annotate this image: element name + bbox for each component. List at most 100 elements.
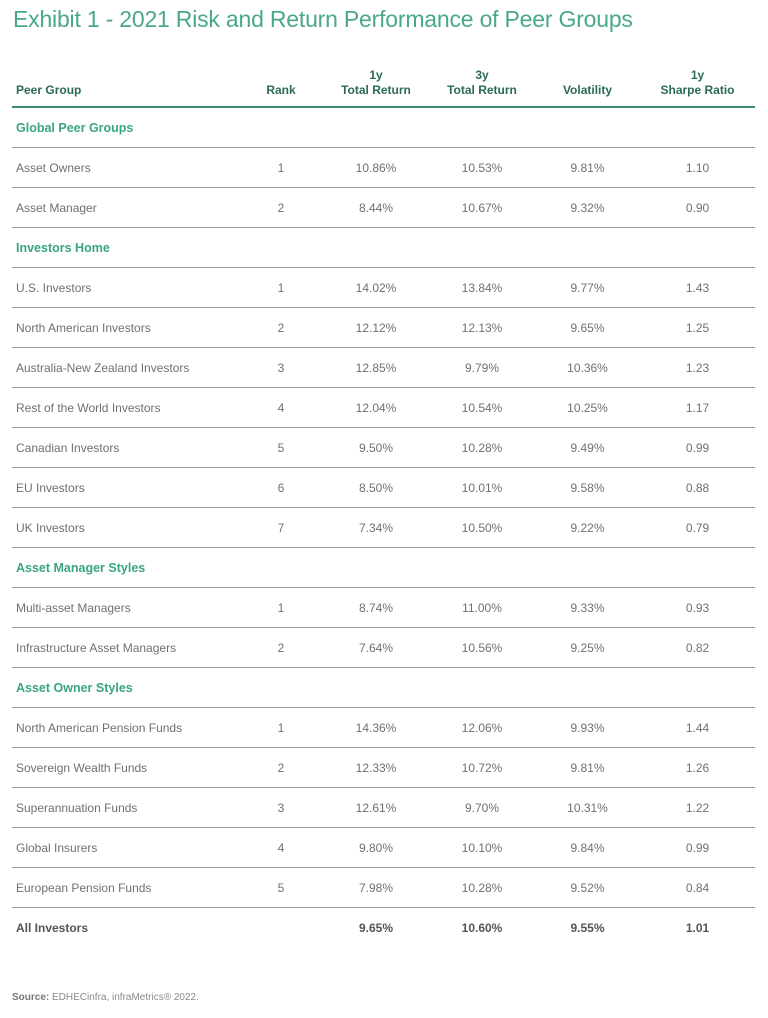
- cell-rank: 5: [239, 427, 323, 468]
- cell-peer-group: European Pension Funds: [12, 867, 239, 908]
- cell-rank: 6: [239, 467, 323, 508]
- table-row: Asset Manager 2 8.44% 10.67% 9.32% 0.90: [12, 187, 755, 228]
- cell-1y-total-return: 8.50%: [323, 467, 429, 508]
- cell-1y-total-return: 12.04%: [323, 387, 429, 428]
- table-row: Sovereign Wealth Funds 2 12.33% 10.72% 9.81%…: [12, 747, 755, 788]
- table-row: Superannuation Funds 3 12.61% 9.70% 10.31% 1.…: [12, 787, 755, 828]
- cell-1y-sharpe-ratio: 1.26: [640, 747, 755, 788]
- cell-3y-total-return: 10.28%: [429, 427, 535, 468]
- cell-peer-group: Multi-asset Managers: [12, 587, 239, 628]
- cell-1y-total-return: 7.34%: [323, 507, 429, 548]
- cell-peer-group: U.S. Investors: [12, 267, 239, 308]
- cell-peer-group: Asset Owners: [12, 147, 239, 188]
- cell-volatility: 9.77%: [535, 267, 640, 308]
- cell-1y-sharpe-ratio: 1.10: [640, 147, 755, 188]
- cell-peer-group: North American Investors: [12, 307, 239, 348]
- table-row: Asset Owners 1 10.86% 10.53% 9.81% 1.10: [12, 147, 755, 188]
- cell-1y-sharpe-ratio: 1.43: [640, 267, 755, 308]
- cell-rank: 4: [239, 827, 323, 868]
- cell-3y-total-return: 10.72%: [429, 747, 535, 788]
- cell-3y-total-return: 10.67%: [429, 187, 535, 228]
- cell-1y-sharpe-ratio: 0.79: [640, 507, 755, 548]
- column-header-1y-total-return: 1y Total Return: [323, 62, 429, 108]
- column-header-peer-group: Peer Group: [12, 62, 239, 108]
- cell-peer-group: Infrastructure Asset Managers: [12, 627, 239, 668]
- cell-3y-total-return: 11.00%: [429, 587, 535, 628]
- cell-1y-total-return: 8.74%: [323, 587, 429, 628]
- column-header-volatility: Volatility: [535, 62, 640, 108]
- table-header-row: Peer Group Rank 1y Total Return 3y Total Retu…: [12, 62, 755, 108]
- cell-peer-group: Sovereign Wealth Funds: [12, 747, 239, 788]
- cell-rank: 3: [239, 347, 323, 388]
- cell-1y-total-return: 14.02%: [323, 267, 429, 308]
- cell-peer-group: Superannuation Funds: [12, 787, 239, 828]
- cell-1y-sharpe-ratio: 0.93: [640, 587, 755, 628]
- cell-volatility: 10.36%: [535, 347, 640, 388]
- table-row: European Pension Funds 5 7.98% 10.28% 9.52% 0…: [12, 867, 755, 908]
- cell-peer-group: All Investors: [16, 920, 89, 935]
- cell-rank: 1: [239, 267, 323, 308]
- cell-volatility: 9.81%: [535, 747, 640, 788]
- source-text: EDHECinfra, infraMetrics® 2022.: [49, 992, 199, 1003]
- cell-peer-group: Global Insurers: [12, 827, 239, 868]
- cell-peer-group: North American Pension Funds: [12, 707, 239, 748]
- header-line2: Peer Group: [16, 83, 82, 97]
- cell-1y-sharpe-ratio: 1.25: [640, 307, 755, 348]
- cell-volatility: 9.84%: [535, 827, 640, 868]
- cell-volatility: 9.93%: [535, 707, 640, 748]
- cell-volatility: 9.22%: [535, 507, 640, 548]
- cell-3y-total-return: 13.84%: [429, 267, 535, 308]
- header-line2: Total Return: [447, 83, 517, 97]
- cell-1y-total-return: 9.65%: [358, 920, 394, 935]
- cell-1y-sharpe-ratio: 1.23: [640, 347, 755, 388]
- cell-1y-sharpe-ratio: 0.88: [640, 467, 755, 508]
- cell-rank: 2: [239, 747, 323, 788]
- cell-3y-total-return: 9.79%: [429, 347, 535, 388]
- cell-1y-total-return: 12.85%: [323, 347, 429, 388]
- total-row: All Investors 9.65% 10.60% 9.55% 1.01: [12, 908, 755, 948]
- cell-rank: 2: [239, 187, 323, 228]
- cell-3y-total-return: 12.13%: [429, 307, 535, 348]
- cell-rank: 1: [239, 707, 323, 748]
- cell-volatility: 9.65%: [535, 307, 640, 348]
- cell-rank: 3: [239, 787, 323, 828]
- section-heading: Asset Owner Styles: [12, 667, 755, 708]
- cell-volatility: 9.25%: [535, 627, 640, 668]
- section-heading-row: Asset Manager Styles: [12, 547, 755, 588]
- cell-1y-sharpe-ratio: 1.22: [640, 787, 755, 828]
- cell-rank: 1: [239, 147, 323, 188]
- cell-rank: 4: [239, 387, 323, 428]
- cell-volatility: 10.31%: [535, 787, 640, 828]
- cell-volatility: 9.33%: [535, 587, 640, 628]
- cell-rank: 5: [239, 867, 323, 908]
- column-header-3y-total-return: 3y Total Return: [429, 62, 535, 108]
- cell-3y-total-return: 12.06%: [429, 707, 535, 748]
- peer-group-table: Peer Group Rank 1y Total Return 3y Total Retu…: [12, 62, 755, 947]
- table-row: Australia-New Zealand Investors 3 12.85% 9.…: [12, 347, 755, 388]
- header-line1: 3y: [475, 68, 489, 82]
- cell-1y-total-return: 7.64%: [323, 627, 429, 668]
- table-row: UK Investors 7 7.34% 10.50% 9.22% 0.79: [12, 507, 755, 548]
- cell-1y-sharpe-ratio: 0.82: [640, 627, 755, 668]
- cell-rank: 2: [239, 627, 323, 668]
- cell-peer-group: Australia-New Zealand Investors: [12, 347, 239, 388]
- section-heading: Asset Manager Styles: [12, 547, 755, 588]
- table-row: Multi-asset Managers 1 8.74% 11.00% 9.33% 0.9…: [12, 587, 755, 628]
- section-heading-row: Global Peer Groups: [12, 107, 755, 148]
- cell-peer-group: UK Investors: [12, 507, 239, 548]
- cell-3y-total-return: 10.53%: [429, 147, 535, 188]
- cell-3y-total-return: 9.70%: [429, 787, 535, 828]
- source-label: Source:: [12, 992, 50, 1003]
- cell-1y-total-return: 12.33%: [323, 747, 429, 788]
- table-row: U.S. Investors 1 14.02% 13.84% 9.77% 1.43: [12, 267, 755, 308]
- cell-3y-total-return: 10.56%: [429, 627, 535, 668]
- cell-rank: 7: [239, 507, 323, 548]
- section-heading-row: Asset Owner Styles: [12, 667, 755, 708]
- cell-3y-total-return: 10.10%: [429, 827, 535, 868]
- cell-rank: 2: [239, 307, 323, 348]
- cell-1y-sharpe-ratio: 0.84: [640, 867, 755, 908]
- table-row: North American Investors 2 12.12% 12.13% 9.6…: [12, 307, 755, 348]
- cell-1y-total-return: 9.80%: [323, 827, 429, 868]
- section-heading: Investors Home: [12, 227, 755, 268]
- section-heading-row: Investors Home: [12, 227, 755, 268]
